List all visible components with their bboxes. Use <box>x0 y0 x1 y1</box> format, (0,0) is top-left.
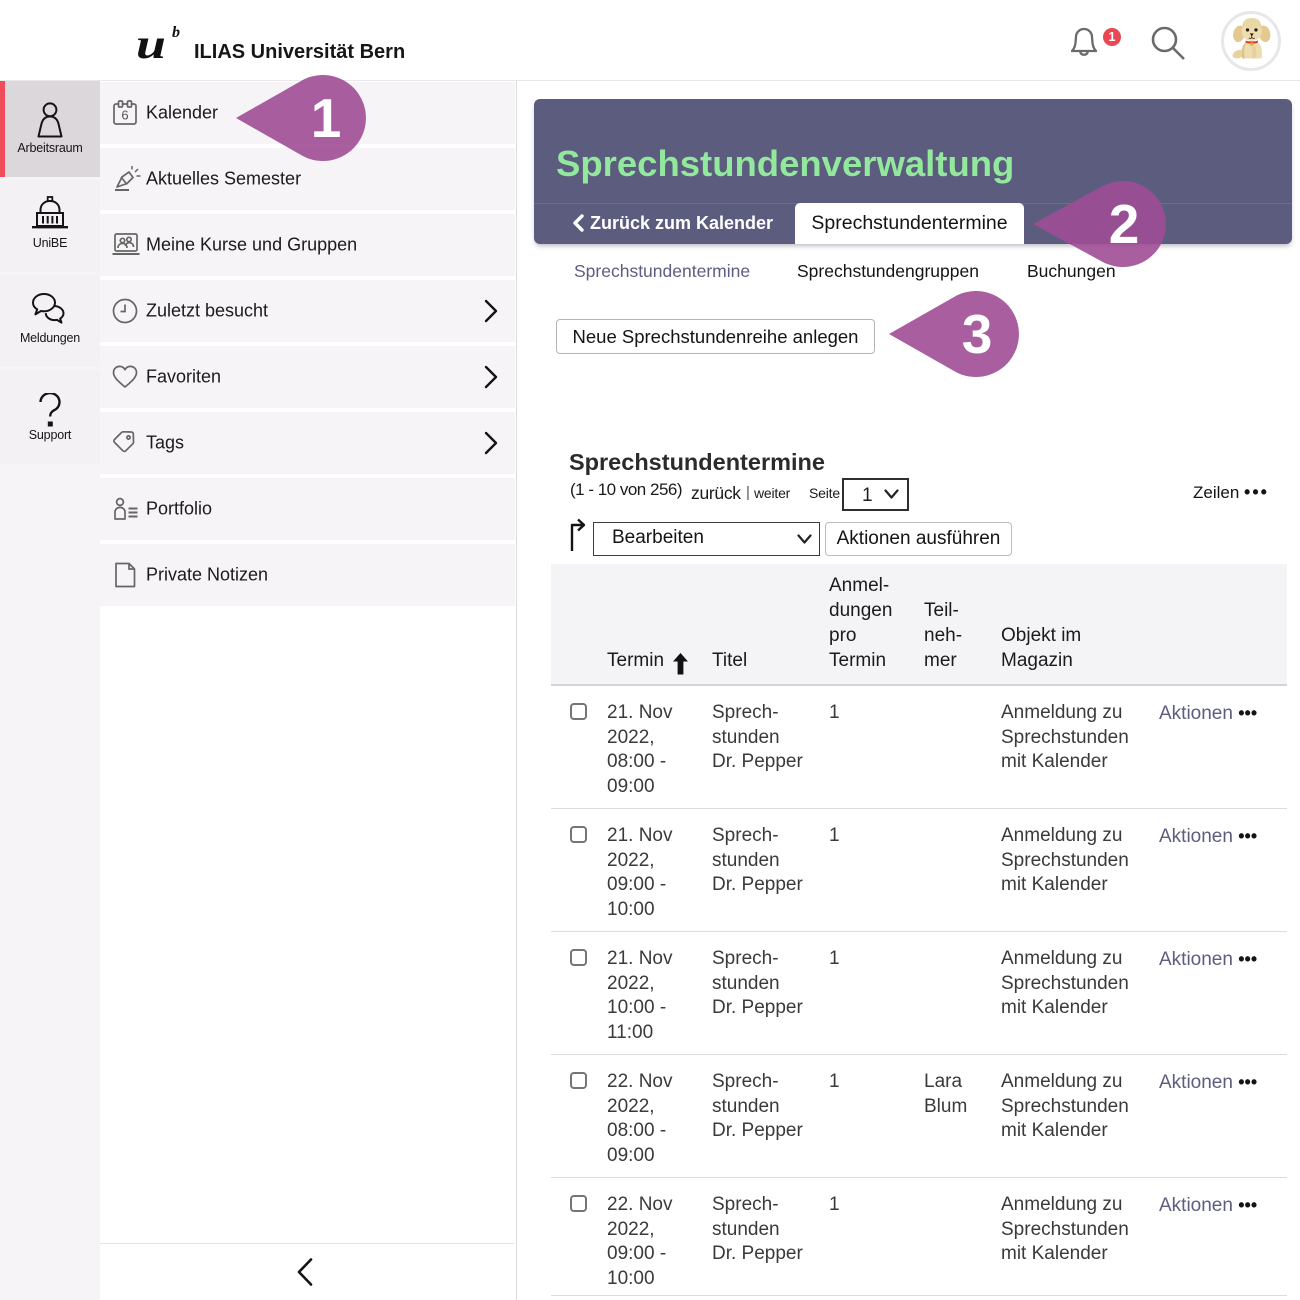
svg-text:6: 6 <box>121 108 128 123</box>
